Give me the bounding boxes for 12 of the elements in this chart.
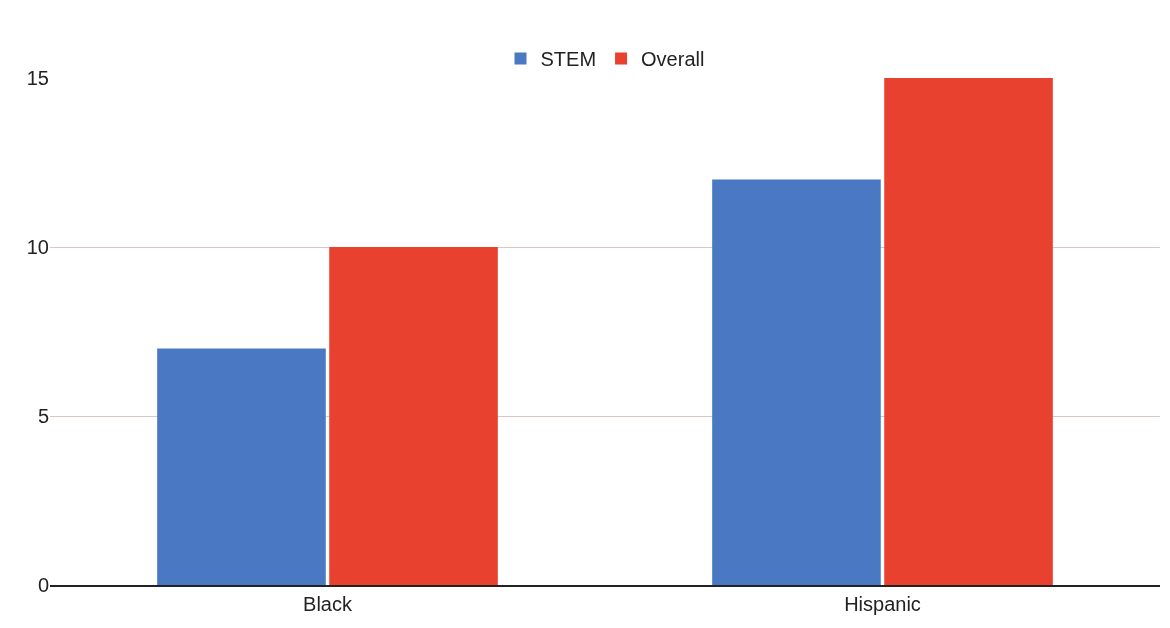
y-tick-label: 15 (26, 67, 49, 89)
bar (712, 179, 881, 585)
bar (157, 348, 326, 585)
bar (884, 78, 1053, 585)
y-tick-label: 0 (37, 574, 49, 596)
x-tick-label: Black (303, 593, 353, 615)
legend-label: Overall (641, 48, 705, 71)
x-tick-label: Hispanic (844, 593, 921, 615)
legend-label: STEM (540, 48, 597, 71)
bar (329, 247, 498, 585)
y-tick-label: 5 (37, 405, 49, 427)
y-tick-label: 10 (26, 236, 49, 258)
